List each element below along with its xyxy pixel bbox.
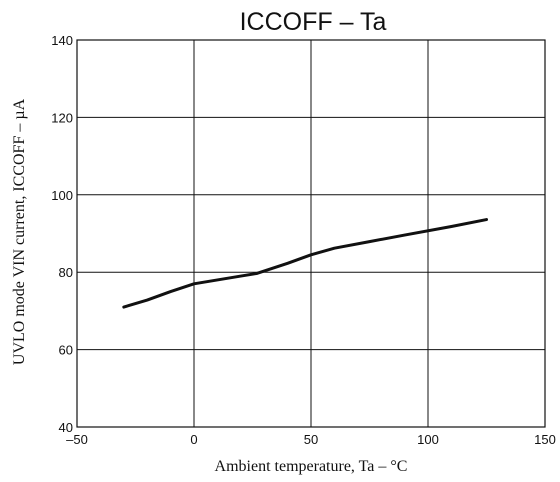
chart-title: ICCOFF – Ta xyxy=(240,8,387,36)
y-tick-label: 100 xyxy=(51,188,73,203)
y-tick-label: 120 xyxy=(51,110,73,125)
y-tick-label: 80 xyxy=(59,265,73,280)
x-tick-label: –50 xyxy=(66,432,88,447)
x-tick-label: 50 xyxy=(304,432,318,447)
x-tick-labels: –50 0 50 100 150 xyxy=(66,432,556,447)
grid xyxy=(77,40,545,427)
y-tick-label: 60 xyxy=(59,343,73,358)
y-tick-label: 40 xyxy=(59,420,73,435)
plot-frame xyxy=(76,39,546,428)
x-tick-label: 0 xyxy=(190,432,197,447)
x-tick-label: 150 xyxy=(534,432,556,447)
y-tick-labels: 40 60 80 100 120 140 xyxy=(51,33,73,435)
x-axis-label: Ambient temperature, Ta – °C xyxy=(215,458,408,475)
x-tick-label: 100 xyxy=(417,432,439,447)
series-line xyxy=(122,218,488,309)
y-tick-label: 140 xyxy=(51,33,73,48)
y-axis-label: UVLO mode VIN current, ICCOFF – µA xyxy=(11,98,28,365)
series-layer xyxy=(122,218,488,309)
